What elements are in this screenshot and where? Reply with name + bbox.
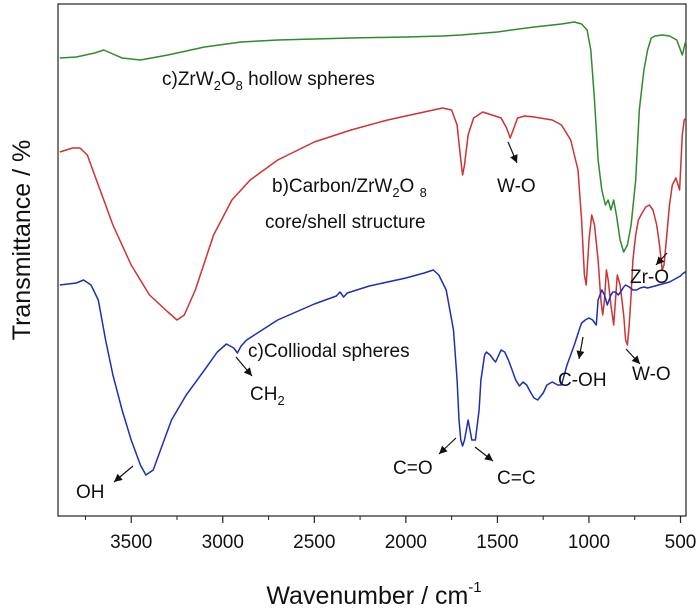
plot-frame bbox=[57, 3, 687, 517]
annotation-ch2: CH2 bbox=[250, 384, 285, 408]
y-axis-label: Transmittance / % bbox=[8, 140, 36, 341]
series-line-1 bbox=[59, 21, 687, 253]
x-tick-label: 1500 bbox=[476, 532, 518, 553]
x-tick-label: 3000 bbox=[202, 532, 244, 553]
annotation-c-eq-c: C=C bbox=[497, 468, 536, 489]
x-tick-label: 3500 bbox=[110, 532, 152, 553]
x-tick-label: 2000 bbox=[385, 532, 427, 553]
x-axis-label-text: Wavenumber / cm bbox=[266, 582, 468, 610]
arrow-ch2-head bbox=[243, 367, 252, 376]
x-axis-label-superscript: -1 bbox=[468, 579, 481, 596]
x-tick-label: 500 bbox=[665, 532, 697, 553]
annotation-oh: OH bbox=[76, 482, 105, 503]
arrow-c-oh-head bbox=[576, 350, 585, 359]
arrow-w-o-1-head bbox=[510, 154, 518, 163]
series-line-3 bbox=[59, 269, 687, 476]
arrow-c-eq-c-head bbox=[484, 452, 493, 461]
annotation-colloidal-spheres: c)Colliodal spheres bbox=[248, 341, 410, 362]
arrow-zr-o-head bbox=[656, 256, 665, 265]
arrow-c-eq-o-head bbox=[439, 445, 448, 454]
x-axis-ticks: 3500 3000 2500 2000 1500 1000 500 bbox=[84, 516, 697, 553]
series-layer bbox=[59, 21, 687, 476]
x-axis-label: Wavenumber / cm-1 bbox=[266, 579, 481, 610]
series-line-2 bbox=[59, 107, 687, 346]
x-tick-label: 1000 bbox=[568, 532, 610, 553]
annotation-c-eq-o: C=O bbox=[393, 458, 433, 479]
arrow-w-o-2-head bbox=[631, 355, 640, 364]
annotation-w-o-2: W-O bbox=[632, 364, 671, 385]
annotation-hollow-spheres: c)ZrW2O8 hollow spheres bbox=[162, 69, 375, 93]
annotation-w-o-1: W-O bbox=[497, 176, 536, 197]
annotation-core-shell: core/shell structure bbox=[265, 212, 426, 233]
annotation-carbon-core: b)Carbon/ZrW2O 8 bbox=[272, 176, 427, 200]
annotation-c-oh: C-OH bbox=[558, 370, 607, 391]
annotation-zr-o: Zr-O bbox=[630, 267, 669, 288]
x-tick-label: 2500 bbox=[293, 532, 335, 553]
arrow-oh-head bbox=[114, 473, 123, 482]
annotation-layer: c)ZrW2O8 hollow spheres b)Carbon/ZrW2O 8 c… bbox=[76, 69, 671, 503]
